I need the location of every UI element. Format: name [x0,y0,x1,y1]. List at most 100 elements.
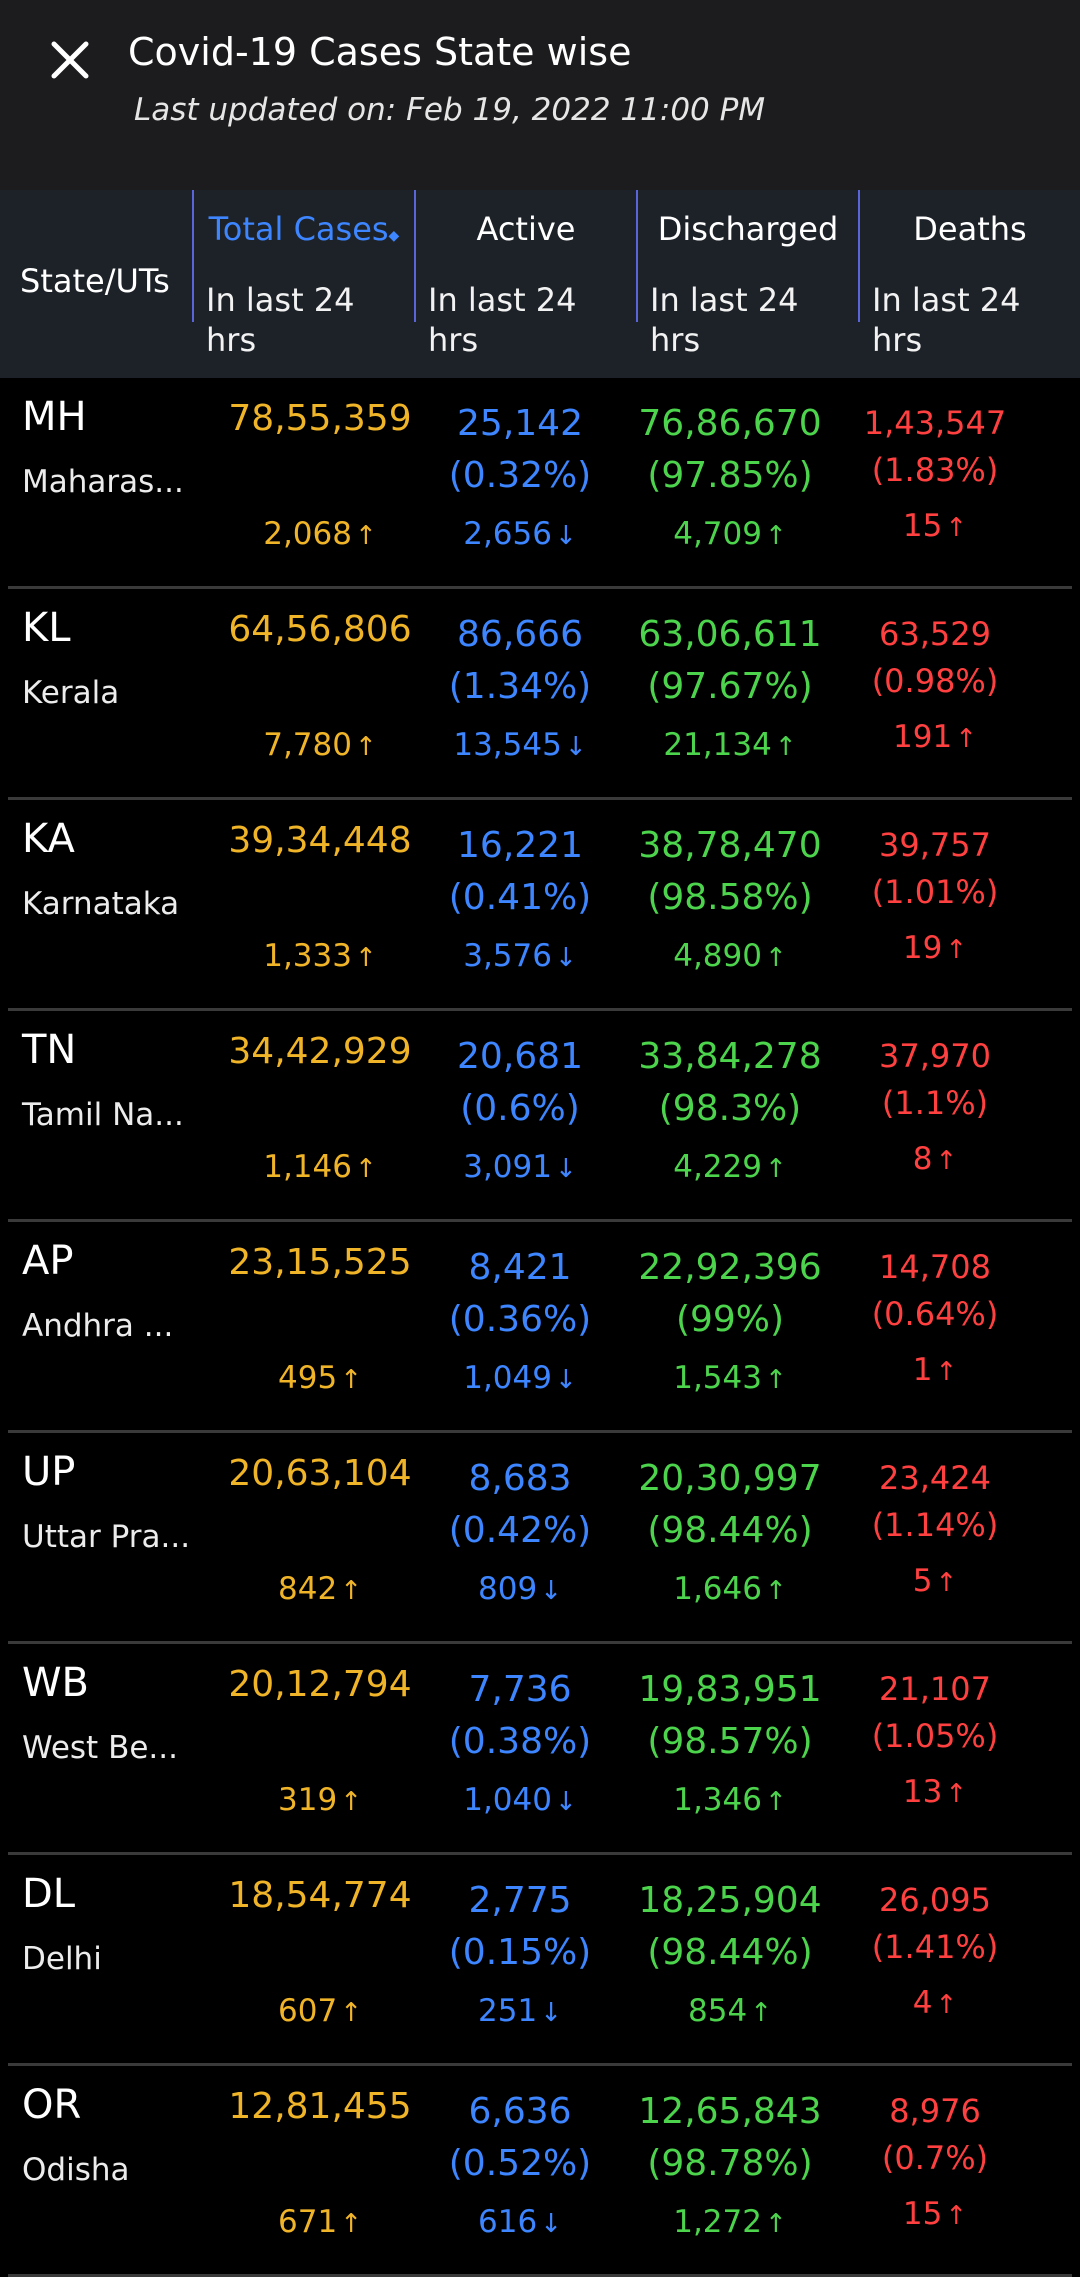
active-percent: (0.15%) [448,1932,592,1973]
deaths-count: 37,970 [879,1037,991,1075]
active-percent: (1.34%) [448,666,592,707]
total-cases-column-header[interactable]: Total Cases◆ In last 24 hrs [192,190,414,359]
arrow-up-icon: ↑ [340,1365,362,1395]
delta-value: 1,333 [263,938,352,974]
state-code: KA [22,816,75,862]
state-name: West Be... [22,1730,178,1766]
total-cases-value: 12,81,455 [228,2086,412,2127]
deaths-column-header[interactable]: Deaths In last 24 hrs [858,190,1080,359]
discharged-value: 22,92,396 (99%) [620,1242,840,1346]
deaths-count: 14,708 [879,1248,991,1286]
active-24h-delta: 3,576 ↓ [410,938,630,974]
delta-value: 251 [478,1993,538,2029]
arrow-up-icon: ↑ [945,2201,968,2231]
deaths-percent: (1.14%) [871,1506,999,1544]
cases-24h-delta: 1,333 ↑ [200,938,440,974]
row-divider [8,2063,1072,2066]
arrow-up-icon: ↑ [764,1787,787,1817]
active-value: 8,683 (0.42%) [410,1453,630,1557]
arrow-up-icon: ↑ [354,521,377,551]
table-row[interactable]: UP Uttar Pra... 20,63,104 8,683 (0.42%) 20,30… [0,1433,1080,1644]
discharged-count: 12,65,843 [638,2091,822,2132]
active-column-header[interactable]: Active In last 24 hrs [414,190,636,359]
delta-value: 3,576 [463,938,552,974]
discharged-24h-delta: 4,709 ↑ [620,516,840,552]
discharged-percent: (98.44%) [647,1510,813,1551]
cases-24h-delta: 2,068 ↑ [200,516,440,552]
state-table: MH Maharas... 78,55,359 25,142 (0.32%) 76,86,… [0,378,1080,2277]
delta-value: 3,091 [463,1149,552,1185]
active-count: 8,421 [468,1247,572,1288]
deaths-count: 63,529 [879,615,991,653]
deaths-percent: (0.98%) [871,662,999,700]
deaths-value: 8,976 (0.7%) [830,2088,1040,2182]
arrow-down-icon: ↓ [554,943,577,973]
deaths-24h-delta: 8 ↑ [830,1141,1040,1177]
discharged-percent: (98.78%) [647,2143,813,2184]
state-code: TN [22,1027,77,1073]
active-percent: (0.42%) [448,1510,592,1551]
active-count: 16,221 [457,825,583,866]
column-sublabel: In last 24 hrs [650,281,799,359]
discharged-count: 22,92,396 [638,1247,822,1288]
deaths-value: 26,095 (1.41%) [830,1877,1040,1971]
close-button[interactable] [40,30,100,90]
delta-value: 1,146 [263,1149,352,1185]
arrow-up-icon: ↑ [750,1998,772,2028]
active-percent: (0.32%) [448,455,592,496]
discharged-count: 20,30,997 [638,1458,822,1499]
deaths-value: 21,107 (1.05%) [830,1666,1040,1760]
table-header: State/UTs Total Cases◆ In last 24 hrs Ac… [0,190,1080,378]
arrow-up-icon: ↑ [340,2209,362,2239]
arrow-up-icon: ↑ [935,1568,958,1598]
table-row[interactable]: KA Karnataka 39,34,448 16,221 (0.41%) 38,78,4… [0,800,1080,1011]
discharged-24h-delta: 1,646 ↑ [620,1571,840,1607]
table-row[interactable]: MH Maharas... 78,55,359 25,142 (0.32%) 76,86,… [0,378,1080,589]
state-code: KL [22,605,71,651]
table-row[interactable]: WB West Be... 20,12,794 7,736 (0.38%) 19,83,9… [0,1644,1080,1855]
active-percent: (0.6%) [460,1088,580,1129]
delta-value: 191 [893,719,953,755]
delta-value: 809 [478,1571,538,1607]
deaths-percent: (1.01%) [871,873,999,911]
delta-value: 607 [278,1993,338,2029]
table-row[interactable]: DL Delhi 18,54,774 2,775 (0.15%) 18,25,904 (98… [0,1855,1080,2066]
state-code: WB [22,1660,89,1706]
table-row[interactable]: KL Kerala 64,56,806 86,666 (1.34%) 63,06,611 (… [0,589,1080,800]
discharged-column-header[interactable]: Discharged In last 24 hrs [636,190,858,359]
deaths-count: 21,107 [879,1670,991,1708]
discharged-percent: (97.67%) [647,666,813,707]
cases-24h-delta: 671 ↑ [200,2204,440,2240]
table-row[interactable]: AP Andhra ... 23,15,525 8,421 (0.36%) 22,92,3… [0,1222,1080,1433]
arrow-up-icon: ↑ [764,521,787,551]
table-row[interactable]: TN Tamil Na... 34,42,929 20,681 (0.6%) 33,84,… [0,1011,1080,1222]
row-divider [8,1641,1072,1644]
table-row[interactable]: OR Odisha 12,81,455 6,636 (0.52%) 12,65,843 (9… [0,2066,1080,2277]
active-24h-delta: 251 ↓ [410,1993,630,2029]
discharged-count: 19,83,951 [638,1669,822,1710]
delta-value: 616 [478,2204,538,2240]
delta-value: 1,272 [673,2204,762,2240]
state-code: UP [22,1449,76,1495]
discharged-24h-delta: 1,543 ↑ [620,1360,840,1396]
deaths-count: 8,976 [889,2092,981,2130]
state-code: MH [22,394,87,440]
discharged-percent: (98.44%) [647,1932,813,1973]
active-count: 8,683 [468,1458,572,1499]
arrow-up-icon: ↑ [354,943,377,973]
state-name: Tamil Na... [22,1097,184,1133]
app-header: Covid-19 Cases State wise Last updated o… [0,0,1080,190]
arrow-down-icon: ↓ [540,2209,562,2239]
active-value: 86,666 (1.34%) [410,609,630,713]
close-icon [51,41,89,79]
discharged-count: 63,06,611 [638,614,822,655]
total-cases-value: 23,15,525 [228,1242,412,1283]
deaths-value: 63,529 (0.98%) [830,611,1040,705]
deaths-24h-delta: 1 ↑ [830,1352,1040,1388]
state-name: Andhra ... [22,1308,174,1344]
delta-value: 854 [688,1993,748,2029]
cases-24h-delta: 319 ↑ [200,1782,440,1818]
deaths-count: 1,43,547 [863,404,1007,442]
cases-24h-delta: 1,146 ↑ [200,1149,440,1185]
deaths-24h-delta: 5 ↑ [830,1563,1040,1599]
